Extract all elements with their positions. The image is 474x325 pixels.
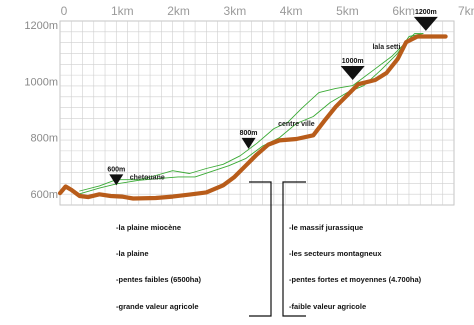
place-labels: chetouane centre ville lala setti — [130, 44, 401, 182]
altitude-marker-label: 1200m — [415, 9, 437, 16]
x-axis-ticks: 0 1km 2km 3km 4km 5km 6km 7km — [61, 4, 474, 18]
zone-brackets — [249, 181, 306, 317]
left-zone-bracket — [249, 181, 272, 317]
x-tick-label: 3km — [224, 4, 247, 18]
legend-left-zone: -la plaine miocène -la plaine -pentes faib… — [116, 223, 202, 311]
x-tick-label: 6km — [392, 4, 415, 18]
plot-area — [59, 20, 455, 206]
legend-left-item: -grande valeur agricole — [116, 302, 199, 311]
y-tick-label: 1200m — [24, 20, 58, 32]
y-tick-label: 1000m — [24, 76, 58, 88]
legend-right-zone: -le massif jurassique -les secteurs monta… — [289, 223, 422, 311]
x-tick-label: 0 — [61, 4, 68, 18]
legend-right-item: -les secteurs montagneux — [289, 249, 382, 258]
secondary-profile-line — [79, 33, 424, 195]
y-axis-ticks: 600m 800m 1000m 1200m — [24, 20, 58, 201]
altitude-marker-triangle — [241, 137, 256, 149]
altitude-marker-triangle — [109, 174, 124, 186]
legend-left-item: -la plaine — [116, 249, 149, 258]
place-label: lala setti — [372, 44, 400, 51]
legend-left-item: -la plaine miocène — [116, 223, 181, 232]
altitude-marker-label: 800m — [240, 130, 258, 137]
place-label: chetouane — [130, 175, 165, 182]
y-tick-label: 600m — [30, 189, 58, 201]
legend-right-item: -pentes fortes et moyennes (4.700ha) — [289, 275, 422, 284]
legend-right-item: -faible valeur agricole — [289, 302, 366, 311]
right-zone-bracket — [282, 181, 306, 317]
altitude-marker-label: 600m — [107, 166, 125, 173]
place-label: centre ville — [278, 121, 315, 128]
x-tick-label: 2km — [167, 4, 190, 18]
altitude-marker-label: 1000m — [342, 58, 364, 65]
secondary-profile-line — [79, 33, 424, 192]
main-profile-line — [57, 34, 448, 201]
y-tick-label: 800m — [30, 133, 58, 145]
profile-lines — [57, 33, 448, 201]
altitude-marker-triangle — [340, 65, 365, 80]
legend-right-item: -le massif jurassique — [289, 223, 363, 232]
x-tick-label: 4km — [280, 4, 303, 18]
altitude-markers: 600m 800m 1000m 1200m — [107, 9, 438, 186]
x-tick-label: 5km — [336, 4, 359, 18]
legend-left-item: -pentes faibles (6500ha) — [116, 275, 202, 284]
x-tick-label: 1km — [111, 4, 134, 18]
chart-grid — [59, 20, 455, 206]
altitude-marker-triangle — [413, 16, 438, 31]
x-tick-label: 7km — [458, 4, 474, 18]
